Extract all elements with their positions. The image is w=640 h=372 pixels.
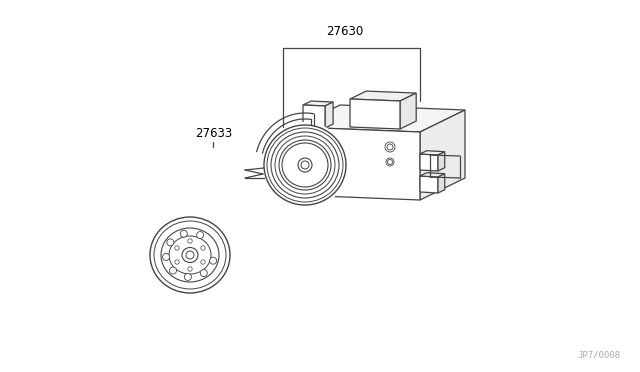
Ellipse shape (186, 251, 194, 259)
Circle shape (163, 253, 170, 260)
Ellipse shape (275, 136, 335, 194)
Circle shape (387, 160, 392, 164)
Polygon shape (350, 99, 400, 129)
Ellipse shape (279, 140, 331, 190)
Circle shape (201, 260, 205, 264)
Ellipse shape (169, 236, 211, 274)
Polygon shape (438, 152, 445, 171)
Polygon shape (438, 174, 445, 193)
Ellipse shape (148, 215, 232, 295)
Circle shape (386, 158, 394, 166)
Circle shape (175, 260, 179, 264)
Ellipse shape (282, 143, 328, 187)
Circle shape (188, 239, 192, 243)
Ellipse shape (161, 228, 219, 282)
Polygon shape (295, 105, 465, 132)
Ellipse shape (271, 132, 339, 198)
Polygon shape (303, 105, 325, 128)
Circle shape (175, 246, 179, 250)
Polygon shape (325, 102, 333, 128)
Polygon shape (350, 91, 416, 101)
Text: 27633: 27633 (195, 127, 232, 140)
Circle shape (170, 267, 177, 274)
Ellipse shape (150, 217, 230, 293)
Polygon shape (295, 127, 420, 200)
Circle shape (188, 267, 192, 271)
Polygon shape (420, 176, 438, 193)
Circle shape (387, 144, 393, 150)
Ellipse shape (154, 221, 226, 289)
Circle shape (180, 230, 188, 237)
Polygon shape (309, 136, 316, 148)
Ellipse shape (182, 247, 198, 263)
Polygon shape (303, 101, 333, 106)
Circle shape (167, 239, 174, 246)
Circle shape (210, 257, 217, 264)
Ellipse shape (264, 125, 346, 205)
Text: JP7/0008: JP7/0008 (577, 351, 620, 360)
Circle shape (184, 273, 191, 280)
Polygon shape (400, 93, 416, 129)
Polygon shape (420, 110, 465, 200)
Circle shape (196, 231, 204, 238)
Circle shape (200, 270, 207, 276)
Circle shape (201, 246, 205, 250)
Polygon shape (420, 154, 438, 171)
Polygon shape (420, 151, 445, 155)
Ellipse shape (261, 122, 349, 208)
Text: 27630: 27630 (326, 25, 364, 38)
Polygon shape (420, 173, 445, 177)
Ellipse shape (301, 161, 309, 169)
Ellipse shape (267, 128, 343, 202)
Circle shape (385, 142, 395, 152)
Ellipse shape (298, 158, 312, 172)
